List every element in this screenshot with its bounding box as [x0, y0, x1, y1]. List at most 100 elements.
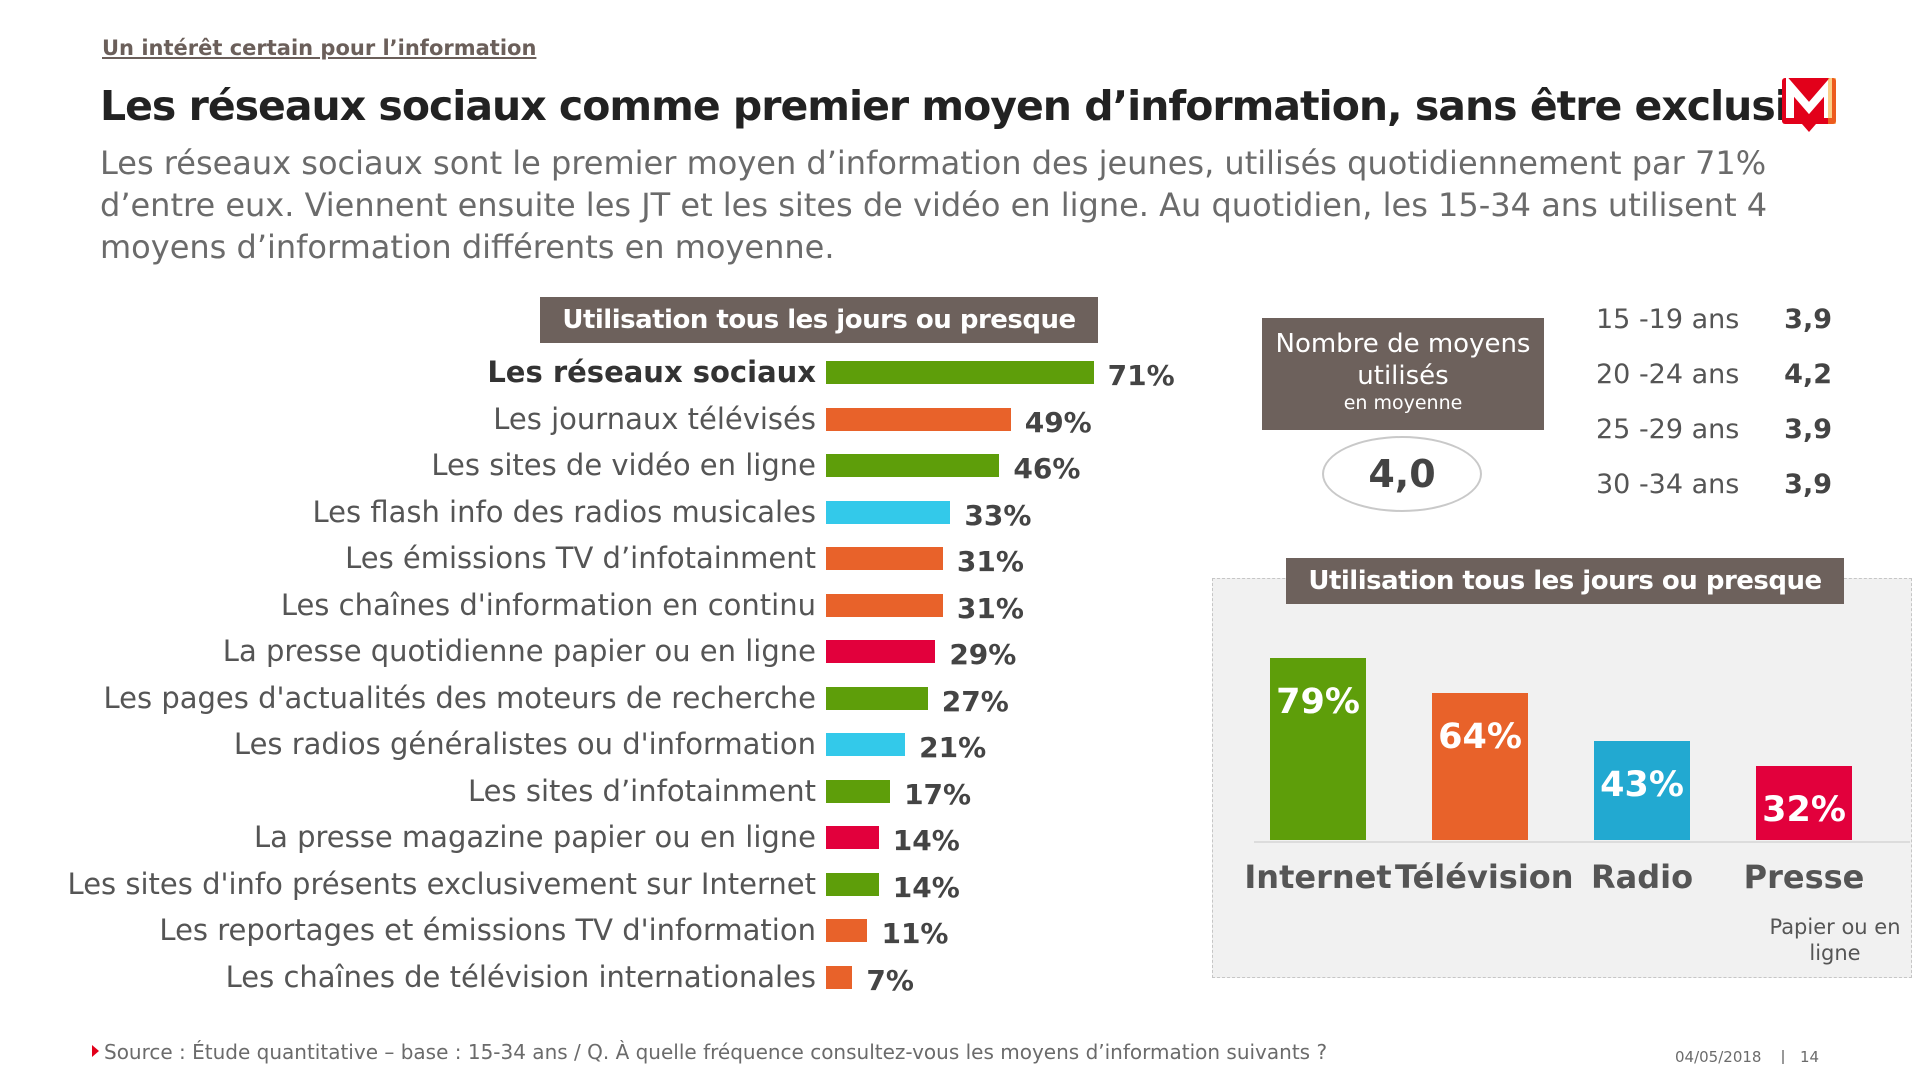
media-bar-value-label: 79% [1276, 682, 1360, 723]
age-group-label: 30 -34 ans [1596, 469, 1740, 500]
bullet-triangle-icon [92, 1045, 99, 1057]
media-category-label: Internet [1244, 858, 1392, 896]
bar [826, 733, 906, 756]
chart-header-media-use: Utilisation tous les jours ou presque [1286, 558, 1844, 604]
bar-row: Les chaînes d'information en continu 31% [0, 585, 1200, 625]
bar-category-label: Les sites d'info présents exclusivement … [67, 866, 816, 901]
bar-row: Les réseaux sociaux 71% [0, 352, 1200, 392]
media-bar-value-label: 43% [1600, 765, 1684, 806]
bar-row: La presse quotidienne papier ou en ligne… [0, 631, 1200, 671]
media-category-label: Radio [1590, 858, 1694, 896]
bar [826, 640, 936, 663]
bar [826, 872, 879, 896]
media-category-label: Presse [1743, 858, 1865, 896]
page-title: Les réseaux sociaux comme premier moyen … [100, 82, 1806, 130]
bar-row: Les chaînes de télévision internationale… [0, 957, 1200, 997]
bar [826, 454, 1000, 477]
average-media-value: 4,0 [1322, 436, 1482, 512]
chart-header-daily-use: Utilisation tous les jours ou presque [540, 297, 1098, 343]
age-group-label: 20 -24 ans [1596, 359, 1740, 390]
bar [826, 361, 1094, 384]
media-bar: 79% [1270, 658, 1366, 840]
bar-value-label: 14% [892, 870, 960, 904]
bar-row: Les flash info des radios musicales 33% [0, 492, 1200, 532]
bar [826, 547, 943, 570]
bar-category-label: Les reportages et émissions TV d'informa… [159, 913, 816, 947]
media-bar-chart: Papier ou en ligne 79% Internet 64% Télévis… [1212, 578, 1912, 978]
bar-category-label: La presse quotidienne papier ou en ligne [222, 634, 816, 668]
bar-category-label: Les flash info des radios musicales [312, 494, 817, 529]
age-group-value: 3,9 [1784, 414, 1832, 445]
media-bar: 64% [1432, 692, 1528, 840]
bar-value-label: 11% [881, 917, 949, 950]
bar-row: Les sites de vidéo en ligne 46% [0, 445, 1200, 485]
bar-value-label: 31% [956, 545, 1024, 578]
horizontal-bar-chart: Les réseaux sociaux 71% Les journaux télév… [0, 352, 1200, 1002]
bar-value-label: 21% [919, 731, 987, 764]
bar-category-label: Les radios généralistes ou d'information [233, 727, 816, 761]
source-note: Source : Étude quantitative – base : 15-… [92, 1040, 1328, 1064]
bar-row: Les émissions TV d’infotainment 31% [0, 538, 1200, 578]
bar-value-label: 29% [949, 638, 1017, 671]
average-media-box: Nombre de moyens utilisés en moyenne [1262, 318, 1544, 430]
bar-row: Les radios généralistes ou d'information… [0, 724, 1200, 764]
bar [826, 686, 928, 710]
age-row: 20 -24 ans 4,2 [1596, 359, 1876, 414]
age-group-value: 3,9 [1784, 469, 1832, 500]
bar [826, 965, 853, 989]
section-kicker: Un intérêt certain pour l’information [102, 36, 537, 60]
bar-value-label: 71% [1107, 359, 1175, 392]
bar-value-label: 17% [904, 777, 972, 811]
bar-value-label: 33% [964, 498, 1032, 532]
bar [826, 919, 868, 942]
age-row: 25 -29 ans 3,9 [1596, 414, 1876, 469]
bar-category-label: Les émissions TV d’infotainment [345, 541, 816, 575]
page-subtitle: Les réseaux sociaux sont le premier moye… [100, 144, 1768, 266]
brand-logo [1782, 78, 1836, 132]
bar-row: Les sites d'info présents exclusivement … [0, 864, 1200, 904]
bar-value-label: 31% [956, 591, 1024, 625]
bar-category-label: Les sites de vidéo en ligne [431, 448, 816, 482]
media-bar-value-label: 32% [1762, 790, 1846, 831]
bar-category-label: Les pages d'actualités des moteurs de re… [103, 680, 816, 715]
bar-value-label: 7% [866, 963, 914, 997]
bar-value-label: 46% [1013, 452, 1081, 485]
bar [826, 593, 943, 617]
bar-row: Les reportages et émissions TV d'informa… [0, 910, 1200, 950]
media-bar-value-label: 64% [1438, 716, 1522, 757]
bar-row: Les pages d'actualités des moteurs de re… [0, 678, 1200, 718]
media-bar: 43% [1594, 741, 1690, 840]
age-group-value: 4,2 [1784, 359, 1832, 390]
media-category-label: Télévision [1395, 858, 1574, 896]
bar-category-label: Les chaînes de télévision internationale… [225, 959, 816, 994]
bar-value-label: 27% [941, 684, 1009, 718]
bar-value-label: 49% [1024, 405, 1092, 439]
footer-separator [1782, 1050, 1784, 1064]
bar-category-label: Les sites d’infotainment [468, 773, 816, 808]
media-category-note: Papier ou en ligne [1769, 915, 1901, 965]
bar-row: Les sites d’infotainment 17% [0, 771, 1200, 811]
bar-category-label: La presse magazine papier ou en ligne [253, 820, 816, 854]
bar-category-label: Les chaînes d'information en continu [280, 587, 816, 622]
bar-value-label: 14% [892, 824, 960, 857]
age-row: 30 -34 ans 3,9 [1596, 469, 1876, 524]
bar [826, 500, 951, 524]
page-number: 14 [1800, 1048, 1820, 1066]
age-group-value: 3,9 [1784, 304, 1832, 335]
footer-date: 04/05/2018 [1675, 1048, 1762, 1066]
average-media-title: Nombre de moyens utilisés [1275, 329, 1531, 391]
average-media-subtitle: en moyenne [1343, 392, 1463, 414]
media-bar: 32% [1756, 766, 1852, 840]
bar-row: La presse magazine papier ou en ligne 14% [0, 817, 1200, 857]
bar [826, 826, 879, 849]
bar-row: Les journaux télévisés 49% [0, 399, 1200, 439]
age-group-label: 25 -29 ans [1596, 414, 1740, 445]
bar [826, 779, 891, 803]
bar [826, 407, 1011, 431]
age-group-label: 15 -19 ans [1596, 304, 1740, 335]
source-text: Source : Étude quantitative – base : 15-… [104, 1040, 1328, 1064]
bar-category-label: Les journaux télévisés [493, 401, 816, 436]
bar-category-label: Les réseaux sociaux [487, 355, 816, 389]
media-axis-line [1254, 841, 1910, 843]
age-row: 15 -19 ans 3,9 [1596, 304, 1876, 359]
